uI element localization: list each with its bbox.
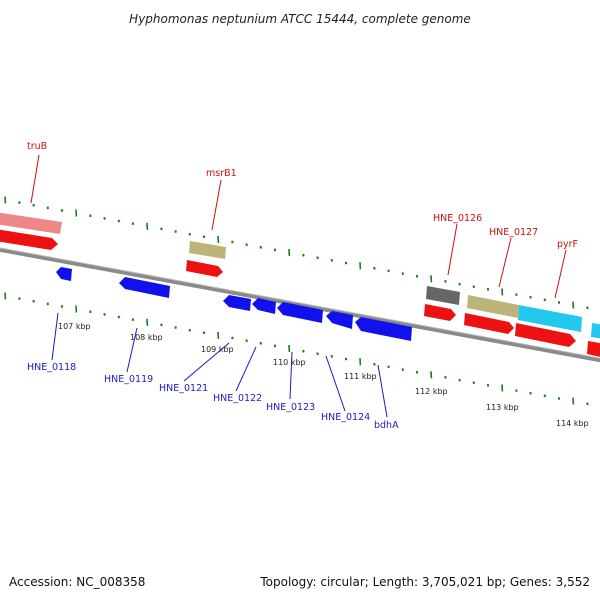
kbp-label-113: 113 kbp — [486, 403, 519, 412]
HNE_0124-label[interactable]: HNE_0124 — [321, 412, 370, 423]
HNE_0118-cds-arrow[interactable] — [56, 267, 72, 281]
HNE_0127-cds-arrow[interactable] — [464, 313, 514, 334]
msrB1-cds-arrow[interactable] — [186, 260, 223, 277]
HNE_0127-leader — [498, 237, 512, 288]
kbp-label-109: 109 kbp — [201, 345, 234, 354]
HNE_0122-cds-arrow[interactable] — [252, 298, 276, 314]
genome-backbone-highlight — [0, 247, 600, 359]
bdhA-cds-arrow[interactable] — [355, 317, 412, 341]
HNE_0126-gene-bar[interactable] — [426, 286, 460, 305]
HNE_0122-label[interactable]: HNE_0122 — [213, 393, 262, 404]
kbp-label-110: 110 kbp — [273, 358, 306, 367]
HNE_0126-leader — [447, 223, 458, 276]
truB-label[interactable]: truB — [27, 141, 47, 152]
HNE_0122-leader — [235, 346, 257, 392]
lower-tick-track — [4, 292, 589, 406]
HNE_0118-leader — [51, 312, 59, 361]
kbp-label-114: 114 kbp — [556, 419, 589, 428]
kbp-label-108: 108 kbp — [130, 333, 163, 342]
genome-summary-text: Topology: circular; Length: 3,705,021 bp… — [259, 575, 590, 589]
forward-strand-features — [0, 212, 600, 358]
kbp-label-111: 111 kbp — [344, 372, 377, 381]
HNE_0127-label[interactable]: HNE_0127 — [489, 227, 538, 238]
edge-cds-arrow[interactable] — [587, 341, 600, 358]
accession-text: Accession: NC_008358 — [9, 575, 145, 589]
truB-cds-arrow[interactable] — [0, 229, 58, 250]
HNE_0126-label[interactable]: HNE_0126 — [433, 213, 482, 224]
HNE_0119-leader — [126, 327, 138, 373]
HNE_0123-leader — [289, 351, 293, 400]
HNE_0123-cds-arrow[interactable] — [277, 302, 323, 323]
truB-gene-bar[interactable] — [0, 212, 62, 234]
HNE_0119-cds-arrow[interactable] — [119, 277, 170, 298]
HNE_0126-cds-arrow[interactable] — [424, 304, 456, 321]
pyrF-gene-bar[interactable] — [518, 305, 582, 332]
HNE_0124-cds-arrow[interactable] — [326, 311, 353, 329]
truB-leader — [30, 154, 40, 204]
HNE_0127-gene-bar[interactable] — [467, 295, 519, 318]
label-leader-lines — [30, 154, 567, 418]
kbp-label-107: 107 kbp — [58, 322, 91, 331]
msrB1-gene-bar[interactable] — [189, 241, 226, 259]
upper-tick-track — [4, 196, 589, 310]
HNE_0118-label[interactable]: HNE_0118 — [27, 362, 76, 373]
HNE_0119-label[interactable]: HNE_0119 — [104, 374, 153, 385]
msrB1-label[interactable]: msrB1 — [206, 168, 237, 179]
reverse-strand-features — [56, 267, 412, 341]
map-title: Hyphomonas neptunium ATCC 15444, complet… — [129, 12, 471, 26]
HNE_0121-label[interactable]: HNE_0121 — [159, 383, 208, 394]
bdhA-leader — [377, 364, 388, 418]
msrB1-leader — [211, 179, 222, 231]
pyrF-label[interactable]: pyrF — [557, 239, 578, 250]
kbp-label-112: 112 kbp — [415, 387, 448, 396]
pyrF-leader — [554, 249, 567, 299]
HNE_0121-cds-arrow[interactable] — [223, 295, 251, 311]
HNE_0123-label[interactable]: HNE_0123 — [266, 402, 315, 413]
pyrF-cds-arrow[interactable] — [515, 323, 576, 347]
HNE_0124-leader — [325, 355, 346, 412]
edge-gene-bar[interactable] — [591, 323, 600, 339]
HNE_0121-leader — [183, 342, 230, 382]
bdhA-label[interactable]: bdhA — [374, 420, 399, 431]
genome-backbone — [0, 247, 600, 363]
